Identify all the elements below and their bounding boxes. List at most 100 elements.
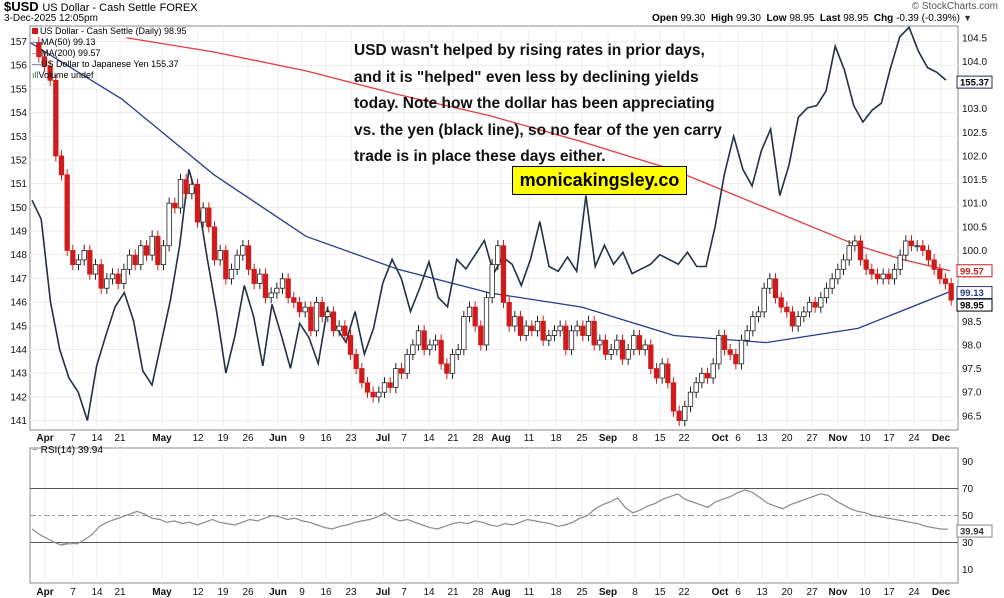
chevron-down-icon[interactable]: ▼ (963, 13, 972, 23)
rsi-x-tick-label: 21 (447, 587, 459, 598)
rsi-x-tick-label: 20 (781, 587, 793, 598)
x-tick-label: 16 (320, 433, 332, 444)
candle-body (948, 283, 954, 301)
candle-body (115, 273, 121, 284)
x-tick-label: 8 (632, 433, 638, 444)
candle-body (308, 306, 314, 332)
x-tick-label: 21 (114, 433, 126, 444)
left-tick-label: 146 (10, 298, 27, 309)
last-tag-box (956, 298, 993, 312)
candle-body (257, 273, 263, 284)
x-tick-label: 17 (883, 433, 895, 444)
x-tick-label: 18 (550, 433, 562, 444)
left-tick-label: 152 (10, 155, 27, 166)
candle-body (483, 297, 490, 346)
rsi-series (31, 489, 949, 546)
candle-body (886, 273, 892, 280)
candle-body (625, 349, 631, 360)
candle-body (234, 254, 240, 270)
candle-body (495, 245, 501, 266)
x-tick-label: Aug (491, 433, 510, 444)
rsi-x-tick-label: 17 (883, 587, 895, 598)
candle-body (574, 325, 580, 332)
candle-body (183, 179, 189, 195)
legend-yen-text: US Dollar to Japanese Yen 155.37 (41, 59, 179, 69)
x-tick-label: 7 (70, 433, 76, 444)
candle-body (744, 330, 750, 341)
candle-body (75, 259, 82, 266)
candle-body (614, 339, 620, 351)
right-tick-label: 103.0 (962, 104, 987, 115)
candle-body (648, 344, 654, 369)
candle-body (455, 349, 461, 355)
rsi-line (31, 489, 949, 546)
candle-body (534, 320, 541, 332)
x-tick-label: 14 (423, 433, 435, 444)
candle-body (818, 297, 824, 308)
chart-date: 3-Dec-2025 12:05pm (4, 13, 98, 24)
candle-body (784, 306, 790, 313)
left-tick-label: 143 (10, 369, 27, 380)
rsi-x-tick-label: 22 (678, 587, 690, 598)
x-tick-label: 11 (524, 433, 535, 444)
candle-body (863, 259, 869, 270)
candle-body (217, 250, 223, 261)
candle-body (296, 302, 303, 313)
rsi-tag-box (956, 524, 993, 538)
value-tags: 99.57 99.13 98.95 155.37 39.94 (956, 75, 993, 538)
yen-tag-box (956, 75, 993, 89)
candle-body (653, 368, 660, 379)
candle-body (540, 320, 546, 341)
x-tick-label: 28 (472, 433, 484, 444)
rsi-x-tick-label: 21 (114, 587, 126, 598)
candle-body (523, 325, 529, 336)
candle-body (602, 339, 609, 355)
candle-body (489, 264, 495, 299)
candle-body (47, 65, 53, 81)
candle-body (359, 368, 365, 384)
rsi-line-icon: ~ (32, 445, 38, 456)
candle-body (659, 363, 665, 379)
x-tick-label: Jun (269, 433, 287, 444)
x-tick-label: 12 (192, 433, 204, 444)
x-tick-label: 24 (908, 433, 920, 444)
rsi-x-tick-label: Jul (376, 587, 391, 598)
symbol: $USD (4, 0, 39, 14)
rsi-x-tick-label: 15 (654, 587, 666, 598)
rsi-tick-label: 30 (962, 538, 974, 549)
candle-body (415, 330, 422, 346)
right-tick-label: 102.0 (962, 151, 987, 162)
brand-box: monicakingsley.co (512, 166, 687, 195)
candle-body (546, 335, 552, 341)
candle-body (789, 311, 796, 327)
candle-body (897, 254, 903, 270)
candle-body (228, 268, 235, 280)
candle-body (908, 240, 915, 247)
candle-body (812, 302, 818, 308)
candle-body (285, 278, 291, 299)
price-grid (29, 25, 959, 431)
candle-body (750, 316, 756, 332)
candle-body (223, 250, 229, 280)
right-tick-label: 101.5 (962, 175, 987, 186)
candle-body (568, 330, 575, 351)
rsi-x-tick-label: 7 (70, 587, 76, 598)
candle-body (138, 245, 144, 266)
candle-body (857, 240, 864, 261)
candles (36, 36, 954, 427)
last-tag: 98.95 (960, 301, 984, 312)
rsi-x-tick-label: 23 (345, 587, 357, 598)
candle-body (126, 254, 133, 270)
candle-body (704, 372, 711, 379)
rsi-x-tick-label: 14 (91, 587, 103, 598)
legend-line-icon: — (32, 48, 41, 58)
left-tick-label: 156 (10, 61, 27, 72)
candle-body (200, 207, 206, 223)
candle-body (716, 335, 722, 365)
x-tick-label: Oct (712, 433, 729, 444)
candle-body (398, 368, 405, 374)
rsi-x-tick-label: Apr (36, 587, 53, 598)
candle-body (466, 306, 473, 317)
candle-body (823, 287, 830, 299)
candle-body (500, 245, 507, 303)
